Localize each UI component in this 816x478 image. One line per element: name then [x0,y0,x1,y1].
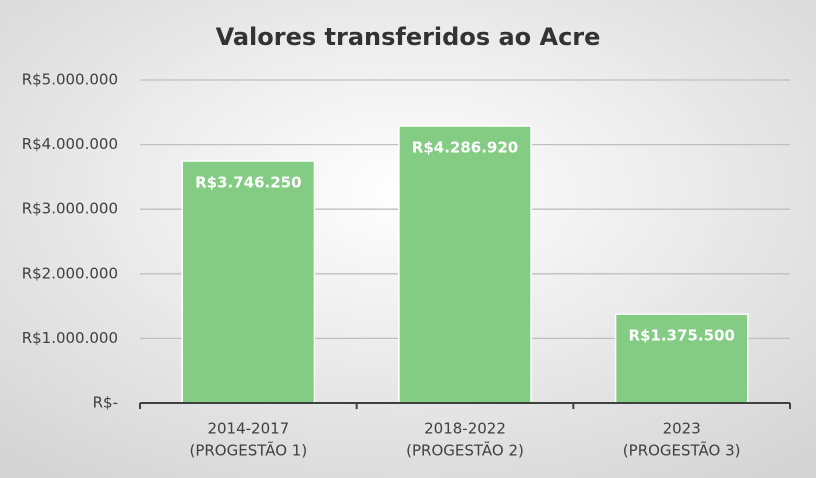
y-tick-label: R$1.000.000 [22,329,118,347]
x-tick-label: 2023 [663,420,701,438]
value-label: R$1.375.500 [628,327,734,345]
value-label: R$3.746.250 [195,173,301,191]
x-tick-label: (PROGESTÃO 3) [623,441,741,460]
x-tick-label: (PROGESTÃO 1) [189,441,307,460]
bar [614,313,749,404]
bar [181,160,316,404]
x-tick-label: (PROGESTÃO 2) [406,441,524,460]
value-label: R$4.286.920 [412,139,518,157]
x-tick-label: 2014-2017 [207,420,289,438]
y-tick-label: R$3.000.000 [22,200,118,218]
x-tick-label: 2018-2022 [424,420,506,438]
y-tick-label: R$- [93,394,118,412]
y-tick-label: R$2.000.000 [22,264,118,282]
bar [398,125,532,404]
chart-title: Valores transferidos ao Acre [216,23,601,51]
y-tick-label: R$5.000.000 [22,71,118,89]
y-tick-label: R$4.000.000 [22,135,118,153]
